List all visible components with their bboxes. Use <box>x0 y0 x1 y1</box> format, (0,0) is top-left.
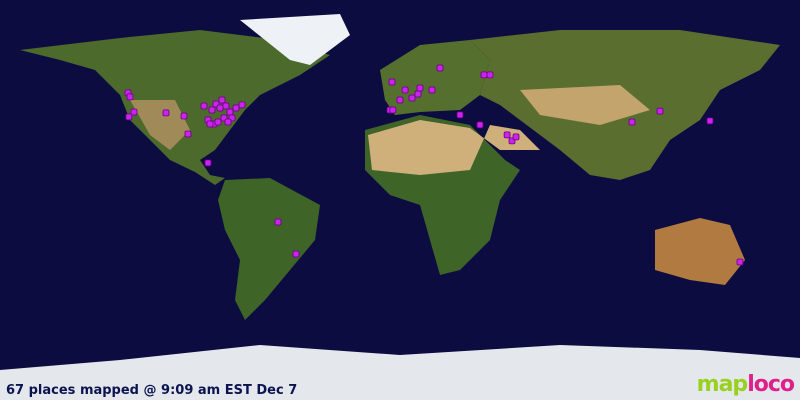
place-marker[interactable] <box>214 118 222 126</box>
sahara-arabia <box>368 120 540 175</box>
place-marker[interactable] <box>512 133 520 141</box>
place-marker[interactable] <box>226 108 234 116</box>
place-marker[interactable] <box>388 78 396 86</box>
place-marker[interactable] <box>184 130 192 138</box>
logo-loco: loco <box>747 372 795 397</box>
place-marker[interactable] <box>503 131 511 139</box>
place-marker[interactable] <box>180 112 188 120</box>
place-marker[interactable] <box>218 96 226 104</box>
place-marker[interactable] <box>208 106 216 114</box>
place-marker[interactable] <box>628 118 636 126</box>
logo-map: map <box>696 372 749 397</box>
place-marker[interactable] <box>736 258 744 266</box>
place-marker[interactable] <box>224 118 232 126</box>
place-marker[interactable] <box>274 218 282 226</box>
markers <box>124 64 744 266</box>
australia <box>655 218 745 285</box>
place-marker[interactable] <box>428 86 436 94</box>
place-marker[interactable] <box>216 104 224 112</box>
place-marker[interactable] <box>408 94 416 102</box>
central-asia-desert <box>520 85 650 125</box>
place-marker[interactable] <box>389 106 397 114</box>
place-marker[interactable] <box>656 107 664 115</box>
place-marker[interactable] <box>126 93 134 101</box>
place-marker[interactable] <box>480 71 488 79</box>
place-marker[interactable] <box>416 84 424 92</box>
place-marker[interactable] <box>456 111 464 119</box>
place-marker[interactable] <box>130 108 138 116</box>
places-mapped-caption: 67 places mapped @ 9:09 am EST Dec 7 <box>6 383 298 398</box>
place-marker[interactable] <box>486 71 494 79</box>
place-marker[interactable] <box>204 159 212 167</box>
place-marker[interactable] <box>125 113 133 121</box>
usa-southwest <box>130 100 190 150</box>
continents <box>0 14 800 400</box>
place-marker[interactable] <box>222 102 230 110</box>
place-marker[interactable] <box>401 86 409 94</box>
antarctica <box>0 345 800 400</box>
south-america <box>218 178 320 320</box>
place-marker[interactable] <box>396 96 404 104</box>
place-marker[interactable] <box>232 104 240 112</box>
place-marker[interactable] <box>200 102 208 110</box>
place-marker[interactable] <box>706 117 714 125</box>
place-marker[interactable] <box>476 121 484 129</box>
place-marker[interactable] <box>414 90 422 98</box>
place-marker[interactable] <box>238 101 246 109</box>
place-marker[interactable] <box>162 109 170 117</box>
europe <box>380 40 490 115</box>
greenland <box>240 14 350 65</box>
place-marker[interactable] <box>436 64 444 72</box>
place-marker[interactable] <box>292 250 300 258</box>
maploco-logo[interactable]: maploco <box>696 372 795 397</box>
place-marker[interactable] <box>206 120 214 128</box>
